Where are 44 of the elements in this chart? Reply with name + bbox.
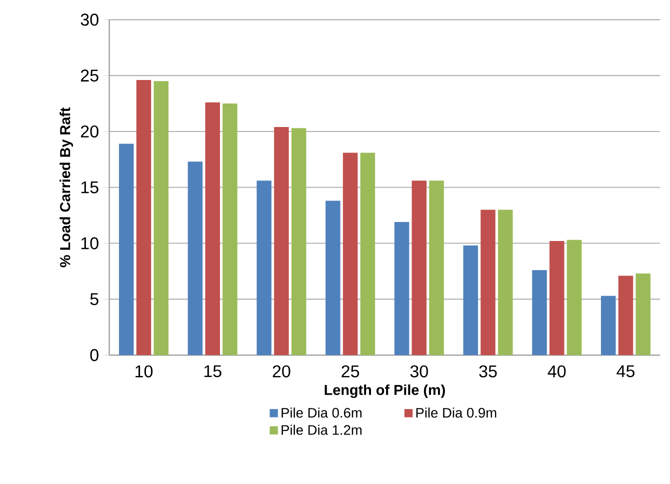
bar xyxy=(480,210,496,356)
bar xyxy=(291,128,306,356)
bar xyxy=(205,102,220,356)
bar xyxy=(154,81,168,356)
y-tick-label: 5 xyxy=(90,293,98,306)
x-tick-label: 20 xyxy=(272,365,290,378)
y-tick-label: 30 xyxy=(80,14,98,26)
bar xyxy=(342,152,358,356)
bar xyxy=(274,127,289,356)
bar xyxy=(618,276,634,356)
bar xyxy=(600,296,616,356)
x-tick-label: 40 xyxy=(548,365,566,378)
y-tick-label: 25 xyxy=(80,70,98,82)
legend-label: Pile Dia 0.9m xyxy=(416,408,496,418)
legend-label: Pile Dia 1.2m xyxy=(282,424,362,435)
bar xyxy=(549,241,564,356)
x-tick-label: 35 xyxy=(479,365,497,378)
x-tick-label: 10 xyxy=(136,365,153,378)
y-tick-label: 15 xyxy=(81,181,98,194)
bar xyxy=(118,144,134,356)
bar xyxy=(498,210,513,356)
bar xyxy=(429,180,444,356)
bar xyxy=(394,222,410,356)
bar xyxy=(326,200,340,356)
bar xyxy=(360,152,376,356)
bar xyxy=(412,180,427,356)
x-tick-label: 30 xyxy=(410,365,428,378)
x-tick-label: 15 xyxy=(204,365,222,378)
x-axis-title: Length of Pile (m) xyxy=(324,384,445,398)
bar xyxy=(532,270,547,356)
bar xyxy=(136,80,152,356)
bar xyxy=(188,162,203,356)
bar xyxy=(636,273,650,356)
y-tick-label: 20 xyxy=(80,125,98,138)
y-tick-label: 0 xyxy=(90,349,98,362)
bar xyxy=(566,240,582,356)
bar xyxy=(222,104,238,356)
legend-label: Pile Dia 0.6m xyxy=(282,408,362,418)
x-tick-label: 25 xyxy=(342,365,360,378)
y-axis-title: % Load Carried By Raft xyxy=(60,107,74,268)
bar xyxy=(463,246,478,356)
y-tick-label: 10 xyxy=(81,237,98,250)
x-tick-label: 45 xyxy=(616,365,634,378)
bar xyxy=(256,180,272,356)
